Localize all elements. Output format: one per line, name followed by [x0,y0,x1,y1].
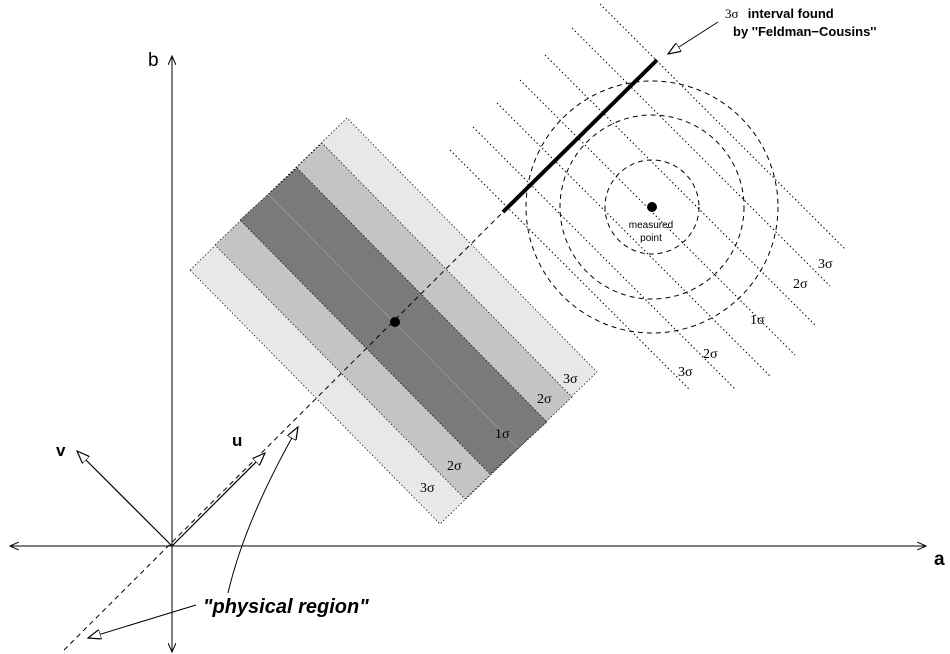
interval-annotation-line1: 3σ interval found [725,6,834,21]
dotted-contours [449,3,846,391]
circle-2sigma [559,114,745,300]
band-center-point [390,317,400,327]
axes: a b [10,50,945,652]
measured-point-dot [647,202,657,212]
interval-annotation: 3σ interval found by ''Feldman−Cousins'' [668,6,876,54]
feldman-cousins-interval [501,58,659,214]
basis-vectors: u v [56,431,265,547]
band-label: 3σ [420,481,435,496]
u-vector [171,453,265,547]
right-sigma-label: 2σ [703,347,718,362]
band-label: 3σ [563,372,578,387]
b-axis-label: b [148,50,159,71]
measured-point-label-1: measured [629,220,673,231]
right-sigma-label: 2σ [793,277,808,292]
a-axis-label: a [934,549,945,570]
v-label: v [56,441,66,460]
measured-point: measured point [629,202,673,244]
interval-annotation-line2: by ''Feldman−Cousins'' [733,24,876,39]
u-label: u [232,431,242,450]
physical-region: "physical region" [88,427,369,638]
band-label: 1σ [495,427,510,442]
v-vector [77,451,173,547]
interval-arrow [668,21,719,54]
band-label: 2σ [447,459,462,474]
circle-3sigma [525,80,779,334]
confidence-circles [525,80,779,334]
right-sigma-label: 1σ [750,313,765,328]
interval-sigma: 3σ [725,6,739,21]
circle-1sigma [604,159,700,255]
interval-text: interval found [748,6,834,21]
right-sigma-label: 3σ [818,257,833,272]
band-labels: 3σ 2σ 1σ 2σ 3σ [420,372,578,496]
measured-point-label-2: point [640,233,662,244]
contour-line [571,27,831,287]
right-labels: 3σ 2σ 1σ 2σ 3σ [678,257,833,380]
physical-region-pointer-up [227,427,298,594]
physical-boundary-line [63,211,504,651]
contour-line [519,79,796,356]
contour-line [599,3,846,250]
contour-line [544,54,816,326]
contour-line [496,102,771,377]
contour-line [472,126,736,390]
sigma-bands [189,117,598,525]
right-sigma-label: 3σ [678,365,693,380]
band-label: 2σ [537,392,552,407]
physical-region-pointer-left [88,604,197,638]
contour-line [449,149,691,391]
physical-region-label: "physical region" [203,596,369,618]
